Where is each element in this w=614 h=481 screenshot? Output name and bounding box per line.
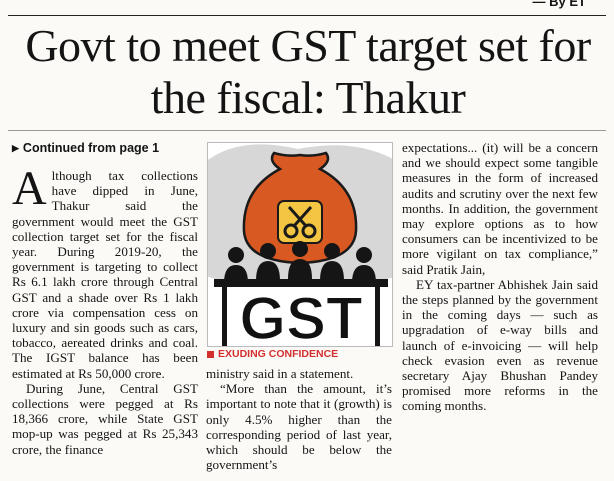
- people-silhouettes: [224, 241, 376, 283]
- triangle-icon: ▶: [12, 143, 19, 153]
- table: [214, 279, 388, 287]
- article-column-2: ministry said in a statement. “More than…: [206, 366, 392, 472]
- drop-cap: A: [12, 162, 47, 215]
- paragraph: ministry said in a statement.: [206, 366, 354, 381]
- paragraph: During June, Central GST collections wer…: [12, 380, 198, 457]
- paragraph: EY tax-partner Abhishek Jain said the st…: [402, 276, 598, 414]
- continued-note: ▶ Continued from page 1: [12, 141, 159, 155]
- gst-illustration: GST: [207, 142, 393, 347]
- caption-square-icon: [207, 350, 214, 358]
- top-rule: [8, 15, 606, 16]
- byline: By ET: [533, 0, 586, 9]
- image-caption: EXUDING CONFIDENCE: [207, 347, 393, 361]
- table-legs: [222, 287, 380, 346]
- gst-letters: GST: [239, 285, 362, 347]
- headline: Govt to meet GST target set for the fisc…: [25, 20, 591, 123]
- paragraph: “More than the amount, it’s important to…: [206, 381, 392, 473]
- continued-text: Continued from page 1: [22, 141, 160, 155]
- paragraph: expectations... (it) will be a concern a…: [402, 140, 598, 277]
- divider-rule: [8, 130, 606, 131]
- scissors-icon: [283, 205, 317, 239]
- caption-text: EXUDING CONFIDENCE: [218, 348, 339, 360]
- bag-label: [277, 200, 323, 244]
- article-column-3: expectations... (it) will be a concern a…: [402, 140, 598, 414]
- gst-illustration-svg: GST: [208, 144, 392, 347]
